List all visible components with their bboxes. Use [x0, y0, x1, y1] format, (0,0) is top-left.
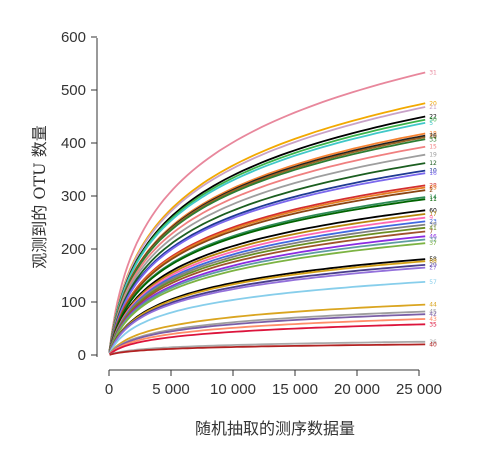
x-tick-label: 25 000	[396, 381, 442, 398]
series-label-43: 43	[429, 316, 437, 323]
series-label-12: 12	[429, 160, 437, 167]
series-label-45: 45	[429, 309, 437, 316]
series-label-31: 31	[429, 70, 437, 77]
series-label-57: 57	[429, 279, 437, 286]
y-tick-label: 400	[61, 135, 86, 152]
series-label-44: 44	[429, 302, 437, 309]
series-label-50: 50	[429, 117, 437, 124]
series-line-15	[108, 145, 426, 352]
series-label-14: 14	[429, 194, 437, 201]
series-line-11	[108, 198, 426, 353]
series-label-15: 15	[429, 144, 437, 151]
series-label-34: 34	[429, 134, 437, 141]
series-label-22: 22	[429, 114, 437, 121]
y-tick-label: 0	[78, 347, 86, 364]
series-label-17: 17	[429, 211, 437, 218]
series-label-68: 68	[429, 258, 437, 265]
y-tick-label: 200	[61, 241, 86, 258]
series-line-57	[108, 281, 426, 355]
x-tick-label: 10 000	[210, 381, 256, 398]
series-label-21: 21	[429, 104, 437, 111]
series-line-43	[108, 318, 426, 355]
x-axis-title: 随机抽取的测序数据量	[195, 419, 355, 438]
series-line-19	[108, 153, 426, 352]
series-label-10: 10	[429, 168, 437, 175]
series-curves	[108, 71, 426, 356]
series-label-37: 37	[429, 240, 437, 247]
series-line-35	[109, 323, 426, 356]
series-label-40: 40	[429, 341, 437, 348]
series-line-7	[108, 230, 426, 353]
x-tick-label: 5 000	[152, 381, 190, 398]
series-line-37	[108, 242, 426, 354]
series-label-7: 7	[429, 229, 433, 236]
series-line-31	[108, 71, 426, 350]
series-label-2: 2	[429, 187, 433, 194]
series-label-32: 32	[429, 236, 437, 243]
y-tick-label: 100	[61, 294, 86, 311]
series-label-42: 42	[429, 311, 437, 318]
y-tick-label: 500	[61, 82, 86, 99]
series-label-18: 18	[429, 130, 437, 137]
y-tick-label: 300	[61, 188, 86, 205]
series-label-9: 9	[429, 215, 433, 222]
series-label-11: 11	[429, 196, 437, 203]
series-line-33	[108, 138, 426, 352]
series-label-25: 25	[429, 185, 437, 192]
series-line-44	[108, 303, 426, 355]
y-axis-ticks: 0 100 200 300 400 500 600	[61, 29, 97, 364]
series-label-26: 26	[429, 133, 437, 140]
series-line-27	[108, 266, 426, 354]
series-line-36	[109, 340, 426, 356]
series-line-2	[108, 189, 426, 353]
series-label-46: 46	[429, 233, 437, 240]
series-label-29: 29	[429, 262, 437, 269]
series-label-19: 19	[429, 152, 437, 159]
series-label-23: 23	[429, 218, 437, 225]
series-line-12	[108, 162, 426, 352]
series-label-28: 28	[429, 182, 437, 189]
series-label-36: 36	[429, 339, 437, 346]
series-label-27: 27	[429, 265, 437, 272]
series-line-5	[108, 122, 426, 351]
series-line-21	[108, 106, 426, 351]
x-axis-ticks: 0 5 000 10 000 15 000 20 000 25 000	[105, 370, 442, 398]
series-label-41: 41	[429, 225, 437, 232]
series-label-33: 33	[429, 136, 437, 143]
series-line-42	[108, 313, 426, 355]
series-label-58: 58	[429, 256, 437, 263]
series-label-35: 35	[429, 321, 437, 328]
series-label-39: 39	[429, 222, 437, 229]
series-line-16	[108, 172, 426, 352]
y-axis-title: 观测到的 OTU 数量	[30, 125, 49, 268]
series-label-5: 5	[429, 120, 433, 127]
series-label-20: 20	[429, 100, 437, 107]
y-tick-label: 600	[61, 29, 86, 46]
series-label-60: 60	[429, 207, 437, 214]
x-tick-label: 0	[105, 381, 113, 398]
series-label-16: 16	[429, 170, 437, 177]
x-tick-label: 20 000	[334, 381, 380, 398]
x-tick-label: 15 000	[272, 381, 318, 398]
series-line-40	[109, 343, 426, 356]
